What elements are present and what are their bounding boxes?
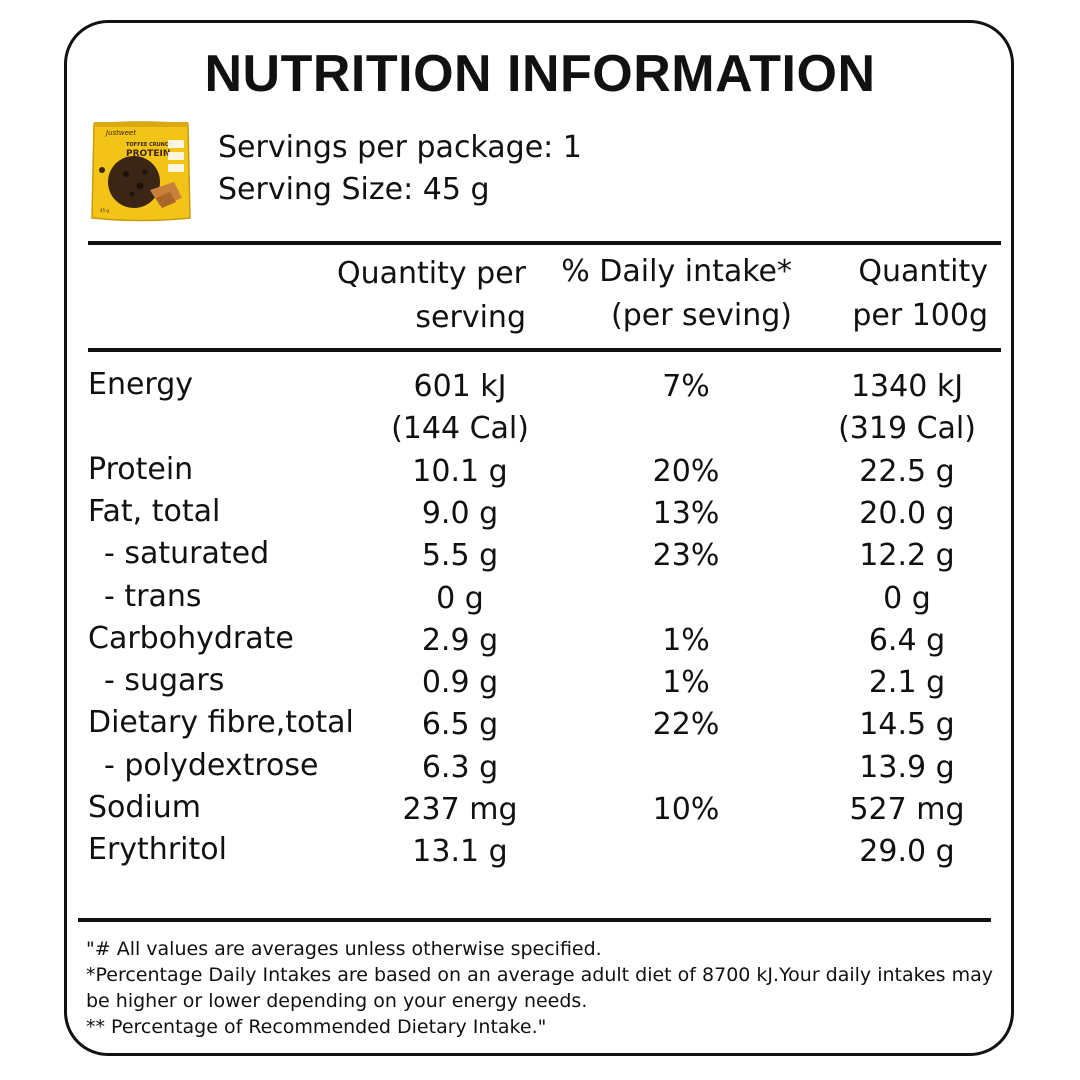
- svg-text:TOFFEE CRUNCH: TOFFEE CRUNCH: [126, 142, 173, 148]
- footnote-line: *Percentage Daily Intakes are based on a…: [86, 964, 993, 986]
- qty-per-100g-value: 29.0 g: [859, 834, 955, 869]
- page-title: NUTRITION INFORMATION: [204, 45, 876, 103]
- qty-per-serving-value: 6.3 g: [421, 750, 499, 785]
- qty-per-serving-value: (144 Cal): [391, 411, 529, 446]
- qty-per-serving-value: 601 kJ: [413, 369, 507, 404]
- daily-intake-value: 7%: [662, 369, 710, 404]
- qty-per-100g-value: 527 mg: [849, 792, 965, 827]
- table-header-divider: [88, 348, 1001, 352]
- daily-intake-value: 1%: [662, 623, 710, 658]
- daily-intake-value: 10%: [652, 792, 720, 827]
- nutrient-name: Erythritol: [88, 832, 227, 867]
- col-header-daily-intake: % Daily intake* (per seving): [561, 254, 792, 333]
- qty-per-100g-value: 12.2 g: [859, 538, 955, 573]
- product-bag-image: Justweet TOFFEE CRUNCH PROTEIN 45 g: [91, 121, 191, 222]
- qty-per-serving-value: 0.9 g: [421, 665, 499, 700]
- daily-intake-value: 23%: [652, 538, 720, 573]
- header-divider: [88, 241, 1001, 245]
- svg-text:PROTEIN: PROTEIN: [126, 149, 170, 159]
- col-header-qty-serving: Quantity per serving: [336, 256, 526, 335]
- servings-per-package: Servings per package: 1: [218, 130, 582, 165]
- nutrition-panel: [64, 20, 1014, 1056]
- qty-per-serving-value: 6.5 g: [421, 707, 499, 742]
- qty-per-100g-value: 2.1 g: [868, 665, 946, 700]
- nutrient-name: - polydextrose: [104, 748, 319, 783]
- qty-per-serving-value: 2.9 g: [421, 623, 499, 658]
- footnote-divider: [78, 918, 991, 922]
- daily-intake-value: 22%: [652, 707, 720, 742]
- nutrient-name: Carbohydrate: [88, 621, 294, 656]
- nutrient-name: Energy: [88, 367, 194, 402]
- qty-per-100g-value: 14.5 g: [859, 707, 955, 742]
- footnote-line: be higher or lower depending on your ene…: [86, 990, 588, 1012]
- footnote-line: ** Percentage of Recommended Dietary Int…: [86, 1016, 547, 1038]
- col-header-qty-100g: Quantity per 100g: [852, 254, 988, 333]
- nutrient-name: Protein: [88, 452, 194, 487]
- qty-per-serving-value: 13.1 g: [412, 834, 508, 869]
- footnote-line: "# All values are averages unless otherw…: [86, 938, 602, 960]
- svg-text:45 g: 45 g: [100, 208, 109, 213]
- qty-per-serving-value: 5.5 g: [421, 538, 499, 573]
- qty-per-100g-value: (319 Cal): [838, 411, 976, 446]
- qty-per-100g-value: 22.5 g: [859, 454, 955, 489]
- nutrient-name: Dietary fibre,total: [88, 705, 354, 740]
- qty-per-100g-value: 6.4 g: [868, 623, 946, 658]
- nutrient-name: Fat, total: [88, 494, 221, 529]
- qty-per-serving-value: 10.1 g: [412, 454, 508, 489]
- qty-per-serving-value: 237 mg: [402, 792, 518, 827]
- serving-size: Serving Size: 45 g: [218, 172, 490, 207]
- daily-intake-value: 13%: [652, 496, 720, 531]
- nutrient-name: - sugars: [104, 663, 225, 698]
- daily-intake-value: 1%: [662, 665, 710, 700]
- qty-per-serving-value: 9.0 g: [421, 496, 499, 531]
- qty-per-100g-value: 20.0 g: [859, 496, 955, 531]
- nutrient-name: - trans: [104, 579, 202, 614]
- daily-intake-value: 20%: [652, 454, 720, 489]
- qty-per-serving-value: 0 g: [436, 581, 484, 616]
- nutrient-name: Sodium: [88, 790, 202, 825]
- qty-per-100g-value: 0 g: [883, 581, 931, 616]
- qty-per-100g-value: 1340 kJ: [850, 369, 964, 404]
- qty-per-100g-value: 13.9 g: [859, 750, 955, 785]
- nutrient-name: - saturated: [104, 536, 270, 571]
- product-brand-text: Justweet: [104, 129, 136, 137]
